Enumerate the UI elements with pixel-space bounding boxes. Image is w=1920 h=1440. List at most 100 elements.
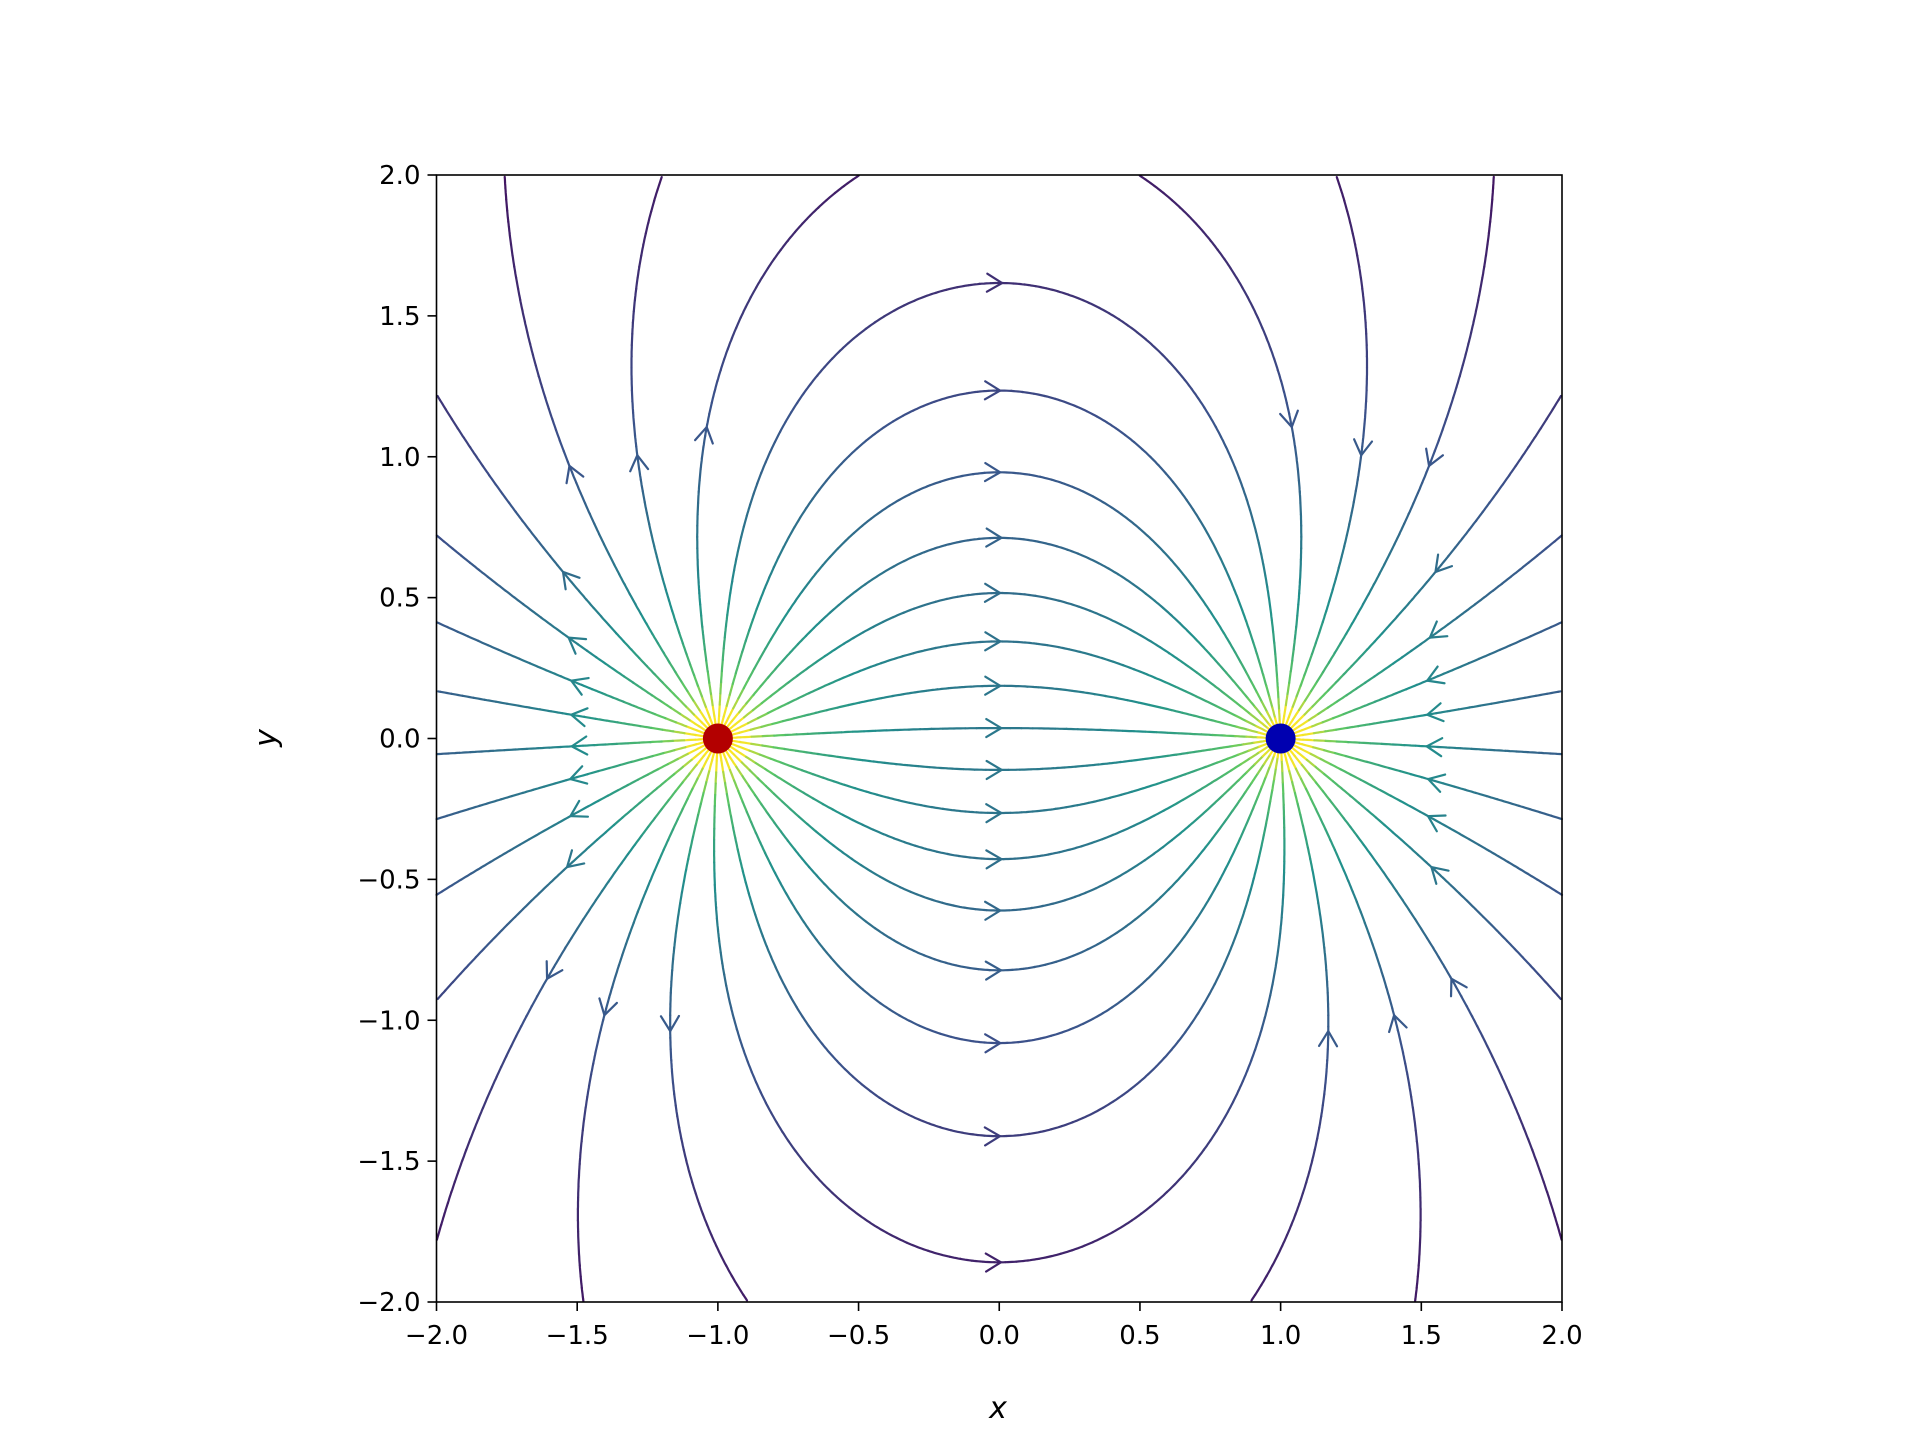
streamline — [1293, 791, 1299, 806]
streamline — [959, 1257, 973, 1262]
streamline — [800, 769, 814, 776]
streamline — [1324, 739, 1338, 743]
streamline — [671, 818, 679, 831]
streamline — [1340, 787, 1352, 797]
streamline — [1204, 603, 1213, 616]
streamline — [446, 811, 460, 817]
streamline — [956, 593, 970, 598]
streamline — [775, 1121, 784, 1134]
streamline — [1298, 1191, 1305, 1205]
streamline — [1187, 214, 1198, 225]
streamline — [1189, 916, 1199, 929]
streamline — [1527, 1138, 1534, 1151]
streamline — [1407, 502, 1415, 515]
streamline — [1216, 757, 1229, 764]
streamline — [880, 694, 894, 700]
streamline — [1243, 899, 1249, 913]
streamline — [1336, 178, 1343, 191]
streamline — [1364, 389, 1368, 403]
streamline — [516, 287, 522, 301]
streamline — [1280, 758, 1284, 773]
streamline — [658, 566, 664, 580]
streamline — [1084, 887, 1098, 894]
streamline — [1319, 818, 1327, 831]
streamline — [761, 744, 775, 749]
streamline — [1027, 1130, 1042, 1136]
streamline — [676, 752, 689, 761]
streamline — [1190, 387, 1200, 400]
streamline — [1050, 1031, 1064, 1037]
streamline — [1323, 728, 1338, 733]
streamline — [1297, 479, 1301, 493]
streamline — [1437, 956, 1446, 969]
streamline — [1229, 267, 1238, 279]
streamline — [460, 554, 472, 564]
streamline — [895, 1236, 909, 1244]
streamline — [1281, 893, 1285, 908]
streamline — [504, 589, 516, 599]
streamline — [1026, 685, 1040, 689]
streamline — [923, 600, 937, 607]
streamline — [638, 656, 649, 668]
streamline — [1324, 828, 1332, 841]
streamline — [1308, 1159, 1314, 1173]
streamline — [817, 731, 832, 735]
streamline — [1120, 513, 1132, 523]
streamline — [683, 732, 697, 737]
streamline — [489, 855, 502, 864]
streamline — [1479, 702, 1493, 707]
streamline — [1534, 1159, 1542, 1173]
streamline — [1021, 390, 1035, 395]
streamline — [744, 629, 751, 643]
streamline — [1022, 538, 1037, 543]
streamline — [1034, 285, 1048, 290]
streamline — [1461, 353, 1467, 367]
streamline — [774, 966, 782, 979]
streamline — [1101, 1100, 1114, 1109]
streamline — [1162, 1048, 1173, 1060]
streamline — [679, 890, 684, 905]
streamline — [1191, 508, 1201, 521]
streamline — [805, 661, 817, 671]
streamline — [1037, 1255, 1052, 1260]
streamline — [674, 924, 679, 938]
streamline — [1224, 671, 1235, 683]
streamline — [1468, 519, 1478, 531]
streamline — [795, 732, 809, 736]
streamline — [607, 623, 618, 635]
streamline — [1273, 358, 1279, 372]
streamline — [1052, 766, 1066, 770]
streamline — [522, 603, 534, 613]
streamline — [787, 600, 797, 612]
streamline — [1303, 705, 1314, 716]
streamline — [469, 866, 482, 875]
streamline — [1130, 1212, 1143, 1222]
streamline — [961, 1038, 975, 1043]
streamline — [1269, 789, 1274, 803]
streamline — [823, 882, 834, 893]
streamline — [1165, 1183, 1177, 1194]
streamline — [626, 778, 639, 787]
streamline — [1028, 473, 1042, 478]
streamline — [1052, 899, 1066, 905]
streamline — [1262, 673, 1268, 687]
streamline — [1026, 1257, 1041, 1262]
streamline — [1255, 652, 1262, 666]
streamline — [747, 891, 754, 906]
streamline — [1174, 685, 1187, 693]
streamline — [1474, 907, 1485, 919]
streamline — [1515, 750, 1530, 754]
streamline — [1295, 684, 1302, 698]
streamline — [1121, 1219, 1134, 1228]
streamline — [1306, 846, 1312, 861]
streamline — [675, 913, 680, 927]
y-tick-label: 2.0 — [379, 161, 420, 191]
streamline — [978, 592, 993, 595]
streamline — [1153, 345, 1164, 356]
streamline — [1357, 723, 1371, 728]
streamline — [666, 757, 679, 766]
streamline — [879, 504, 891, 514]
streamline — [823, 357, 834, 369]
streamline — [1248, 509, 1255, 523]
streamline — [704, 705, 711, 719]
